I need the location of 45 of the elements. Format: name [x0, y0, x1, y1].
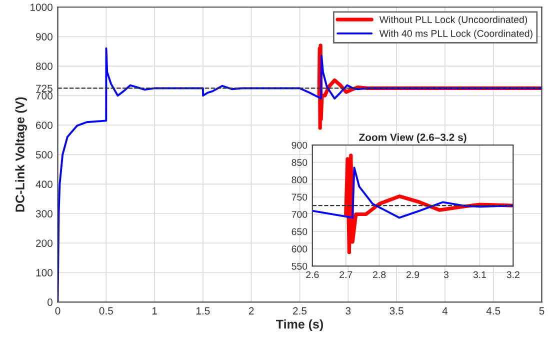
y-tick-label: 600: [292, 246, 308, 252]
y-tick-label: 200: [36, 240, 52, 247]
legend-label: With 40 ms PLL Lock (Coordinated): [379, 30, 532, 39]
x-tick-label: 2.8: [373, 271, 386, 278]
y-tick-label: 850: [292, 159, 308, 166]
y-tick-label: 700: [36, 92, 52, 100]
x-tick-label: 4.5: [486, 307, 500, 315]
x-tick-label: 0.5: [99, 307, 113, 315]
x-tick-label: 2.9: [406, 271, 420, 278]
x-tick-label: 1.5: [196, 307, 210, 315]
y-axis-title: DC-Link Voltage (V): [15, 97, 27, 212]
y-tick-label: 700: [292, 210, 308, 218]
x-tick-label: 5: [539, 307, 544, 315]
x-tick-label: 0: [55, 307, 60, 315]
y-tick-label: 300: [36, 210, 52, 218]
x-tick-label: 2: [248, 307, 254, 314]
y-tick-label: 600: [36, 122, 52, 129]
line-series: [344, 154, 514, 254]
x-tick-label: 2.6: [306, 271, 319, 278]
legend-label: Without PLL Lock (Uncoordinated): [379, 16, 528, 25]
y-tick-label: 800: [292, 176, 308, 184]
y-tick-label: 0: [48, 298, 52, 306]
x-tick-label: 1: [152, 307, 157, 314]
y-tick-label: 100: [36, 269, 52, 276]
y-tick-label: 650: [292, 228, 308, 236]
y-tick-label: 800: [36, 62, 52, 70]
y-tick-label: 1000: [30, 4, 52, 11]
y-tick-label: 750: [292, 194, 308, 201]
x-tick-label: 3.5: [390, 307, 404, 315]
y-tick-label: 900: [292, 142, 308, 149]
x-tick-label: 3: [444, 271, 449, 278]
y-tick-label: 725: [36, 84, 52, 92]
line-series: [312, 166, 514, 219]
x-tick-label: 4: [442, 307, 448, 314]
y-tick-label: 400: [36, 180, 52, 188]
y-tick-label: 550: [292, 262, 308, 270]
x-tick-label: 2.5: [293, 307, 307, 315]
x-tick-label: 2.7: [340, 271, 352, 278]
chart-title: Zoom View (2.6–3.2 s): [359, 133, 466, 144]
x-axis-title: Time (s): [276, 319, 323, 332]
x-tick-label: 3.1: [473, 271, 486, 278]
y-tick-label: 500: [36, 151, 52, 158]
x-tick-label: 3.2: [506, 271, 520, 278]
x-tick-label: 3: [346, 307, 351, 315]
y-tick-label: 900: [36, 33, 52, 40]
